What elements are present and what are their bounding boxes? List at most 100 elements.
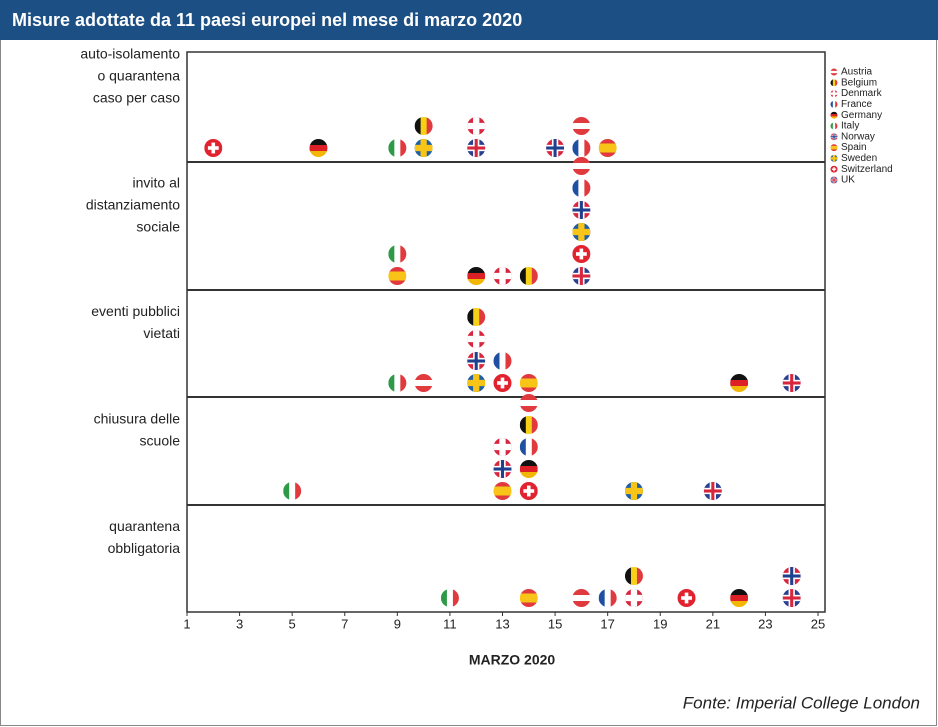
flag-cross bbox=[467, 122, 486, 130]
flag-fill bbox=[830, 154, 838, 162]
flag-stripe bbox=[598, 139, 617, 144]
flag-fill bbox=[572, 179, 591, 197]
flag-fill bbox=[309, 139, 328, 157]
flag-dot bbox=[388, 139, 407, 157]
flag-dot bbox=[440, 589, 459, 607]
flag-stripe bbox=[835, 122, 838, 130]
flag-fill bbox=[624, 589, 643, 607]
flag-cross bbox=[830, 136, 838, 138]
flag-fill bbox=[519, 589, 538, 607]
category-label: auto-isolamento bbox=[80, 46, 180, 62]
flag-fill bbox=[572, 589, 591, 607]
x-tick-label: 3 bbox=[236, 616, 243, 631]
flag-dot bbox=[493, 352, 512, 370]
flag-stripe bbox=[572, 169, 591, 175]
flag-stripe bbox=[519, 387, 538, 392]
flag-fill bbox=[830, 165, 838, 173]
flag-stripe bbox=[414, 374, 433, 381]
flag-cross bbox=[497, 381, 508, 385]
flag-dot bbox=[414, 117, 433, 135]
flag-fill bbox=[519, 460, 538, 478]
flag-fill bbox=[572, 157, 591, 175]
flag-fill bbox=[830, 79, 838, 87]
flag-dot bbox=[546, 139, 565, 157]
flag-stripe bbox=[730, 386, 749, 392]
flag-cross bbox=[572, 228, 591, 236]
flag-stripe bbox=[730, 374, 749, 381]
flag-dot bbox=[598, 589, 617, 607]
flag-fill bbox=[830, 176, 838, 184]
flag-stripe bbox=[446, 589, 454, 607]
category-label: eventi pubblici bbox=[91, 303, 180, 319]
flag-dot bbox=[414, 139, 433, 157]
flag-stripe bbox=[499, 352, 506, 370]
flag-stripe bbox=[598, 589, 606, 607]
flag-dot bbox=[730, 589, 749, 607]
flag-stripe bbox=[467, 267, 486, 274]
flag-stripe bbox=[493, 495, 512, 500]
flag-stripe bbox=[730, 589, 749, 596]
flag-cross bbox=[493, 443, 512, 451]
flag-stripe bbox=[519, 416, 527, 434]
flag-cross bbox=[493, 272, 512, 280]
flag-stripe bbox=[519, 378, 538, 384]
flag-fill bbox=[388, 267, 407, 285]
flag-fill bbox=[519, 374, 538, 392]
flag-fill bbox=[572, 245, 591, 263]
flag-dot bbox=[572, 139, 591, 157]
flag-cross bbox=[493, 467, 512, 471]
flag-stripe bbox=[519, 602, 538, 607]
flag-dot bbox=[624, 589, 643, 607]
flag-fill bbox=[519, 394, 538, 412]
legend-label: Belgium bbox=[841, 77, 877, 88]
flag-dot bbox=[677, 589, 696, 607]
flag-stripe bbox=[467, 308, 474, 326]
flag-stripe bbox=[830, 114, 838, 117]
flag-fill bbox=[598, 589, 617, 607]
flag-stripe bbox=[493, 482, 512, 487]
flag-fill bbox=[283, 482, 302, 500]
flag-dot bbox=[493, 460, 512, 478]
flag-stripe bbox=[452, 589, 459, 607]
flag-stripe bbox=[610, 589, 617, 607]
flag-stripe bbox=[388, 276, 407, 281]
flag-dot bbox=[519, 460, 538, 478]
flag-stripe bbox=[830, 122, 834, 130]
flag-stripe bbox=[578, 179, 585, 197]
flag-stripe bbox=[388, 280, 407, 285]
flag-stripe bbox=[505, 352, 512, 370]
flag-fill bbox=[493, 267, 512, 285]
flag-stripe bbox=[835, 100, 838, 108]
flag-fill bbox=[467, 352, 486, 370]
flag-stripe bbox=[414, 386, 433, 392]
flag-cross bbox=[467, 146, 486, 150]
flag-stripe bbox=[830, 70, 838, 74]
flag-stripe bbox=[832, 100, 836, 108]
flag-dot bbox=[388, 374, 407, 392]
flag-dot bbox=[782, 589, 801, 607]
flag-stripe bbox=[414, 380, 433, 387]
flag-stripe bbox=[531, 267, 538, 285]
flag-stripe bbox=[730, 380, 749, 387]
flag-dot bbox=[467, 352, 486, 370]
flag-dot bbox=[309, 139, 328, 157]
flag-cross bbox=[830, 157, 838, 160]
flag-fill bbox=[467, 374, 486, 392]
flag-stripe bbox=[525, 416, 533, 434]
flag-stripe bbox=[388, 267, 407, 272]
flag-fill bbox=[493, 374, 512, 392]
flag-stripe bbox=[584, 179, 591, 197]
legend-label: Switzerland bbox=[841, 164, 893, 175]
flag-stripe bbox=[467, 279, 486, 285]
flag-cross bbox=[624, 594, 643, 602]
flag-stripe bbox=[572, 139, 579, 157]
category-label: quarantena bbox=[109, 518, 180, 534]
flag-dot bbox=[493, 374, 512, 392]
flag-fill bbox=[414, 117, 433, 135]
legend-swatch bbox=[830, 165, 838, 173]
flag-cross bbox=[575, 252, 587, 256]
flag-dot bbox=[572, 589, 591, 607]
flag-stripe bbox=[578, 139, 585, 157]
flag-stripe bbox=[440, 589, 448, 607]
flag-stripe bbox=[572, 129, 591, 135]
